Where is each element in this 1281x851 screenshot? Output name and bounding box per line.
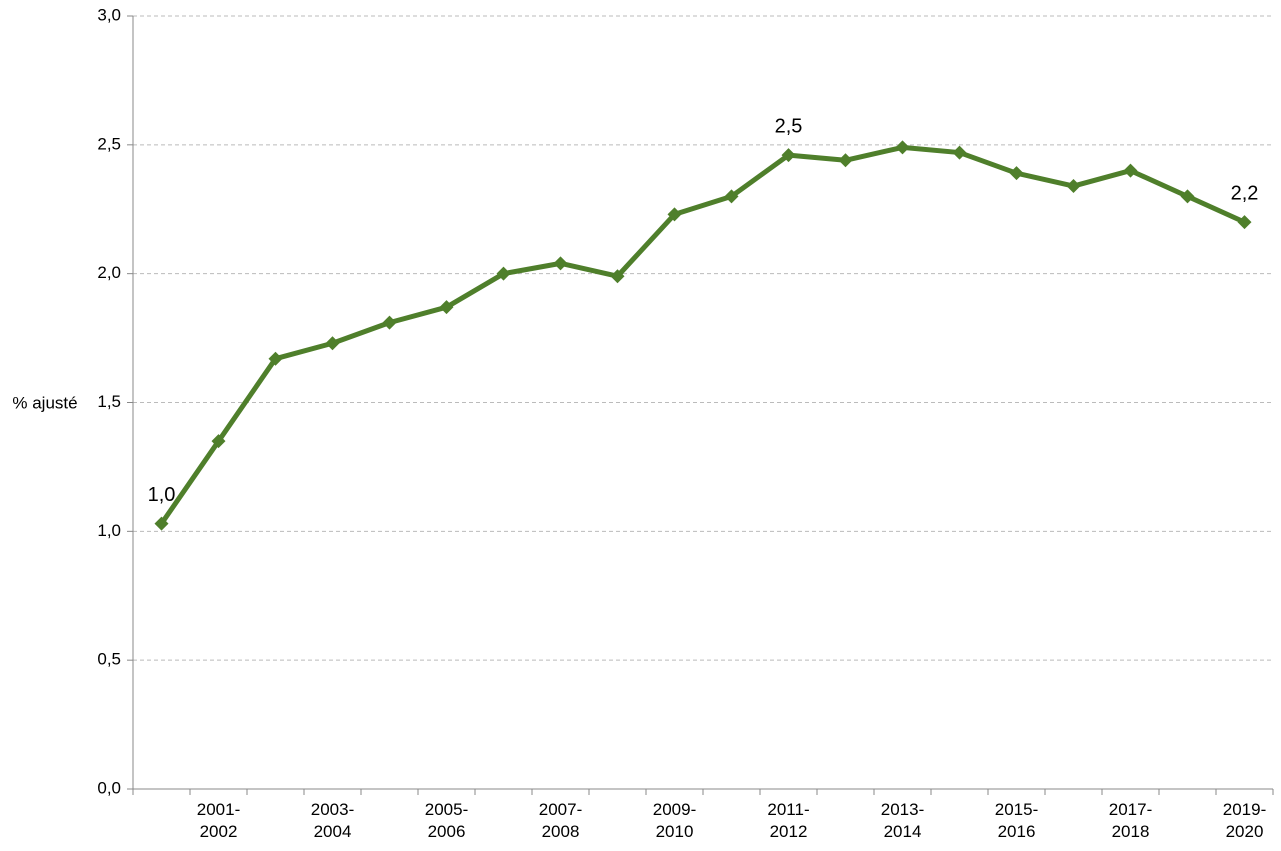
y-tick-label: 3,0 (97, 5, 121, 24)
y-tick-label: 1,0 (97, 521, 121, 540)
data-label: 2,5 (775, 115, 803, 137)
x-tick-label: 2003-2004 (310, 800, 355, 841)
y-axis-label: % ajusté (12, 393, 77, 412)
data-marker (667, 207, 682, 222)
data-marker (1066, 179, 1081, 194)
data-marker (1237, 215, 1252, 230)
x-tick-label: 2019-2020 (1222, 800, 1267, 841)
x-tick-label: 2001-2002 (196, 800, 241, 841)
x-tick-label: 2015-2016 (994, 800, 1039, 841)
data-marker (895, 140, 910, 155)
data-marker (1180, 189, 1195, 204)
data-marker (952, 145, 967, 160)
y-tick-label: 2,0 (97, 263, 121, 282)
data-marker (496, 266, 511, 281)
data-marker (724, 189, 739, 204)
data-marker (610, 269, 625, 284)
data-marker (439, 300, 454, 315)
data-label: 1,0 (148, 484, 176, 506)
x-tick-label: 2011-2012 (767, 800, 810, 841)
x-tick-label: 2017-2018 (1108, 800, 1153, 841)
y-tick-label: 0,5 (97, 650, 121, 669)
x-tick-label: 2013-2014 (880, 800, 925, 841)
data-marker (1009, 166, 1024, 181)
y-tick-label: 1,5 (97, 392, 121, 411)
data-marker (781, 148, 796, 163)
data-marker (838, 153, 853, 168)
data-marker (325, 336, 340, 351)
data-marker (211, 434, 226, 449)
data-line (159, 144, 1246, 526)
data-marker (382, 315, 397, 330)
x-tick-label: 2005-2006 (424, 800, 469, 841)
data-marker (154, 516, 169, 531)
data-marker (268, 351, 283, 366)
data-label: 2,2 (1231, 182, 1259, 204)
data-marker (1123, 163, 1138, 178)
data-marker (553, 256, 568, 271)
y-tick-label: 0,0 (97, 778, 121, 797)
x-tick-label: 2009-2010 (652, 800, 697, 841)
x-tick-label: 2007-2008 (538, 800, 583, 841)
y-tick-label: 2,5 (97, 134, 121, 153)
